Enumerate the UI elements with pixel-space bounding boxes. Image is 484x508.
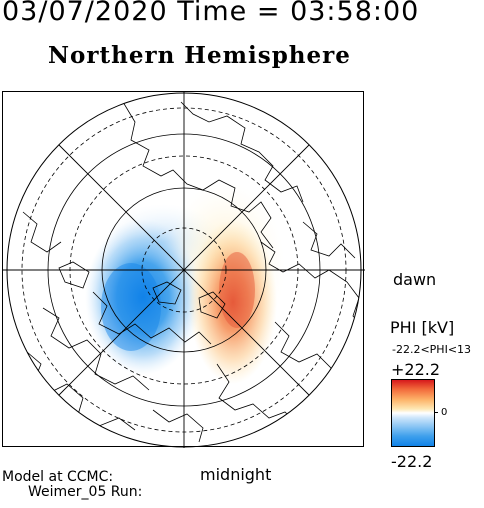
coast-north-sea: [22, 211, 62, 253]
colorbar-zero-label: 0: [441, 407, 448, 418]
polar-map-svg: [3, 92, 365, 448]
colorbar-range-label: -22.2<PHI<13: [392, 343, 472, 356]
coast-scandinavia: [58, 261, 90, 289]
coast-greenland-east: [180, 101, 304, 203]
coastlines: [22, 101, 361, 443]
coast-alaska: [216, 363, 300, 427]
colorbar: [391, 379, 435, 447]
colorbar-min-label: -22.2: [391, 452, 433, 471]
grid: [3, 92, 365, 448]
field-blob-blue-core: [101, 263, 161, 351]
coast-siberia: [92, 291, 212, 345]
coast-canada: [260, 241, 361, 329]
footer-model-line: Model at CCMC:: [2, 469, 114, 485]
midnight-label: midnight: [200, 465, 272, 484]
coast-islands-east: [198, 291, 226, 319]
coast-asia-east: [152, 409, 204, 443]
footer-run-line: Weimer_05 Run:: [28, 484, 143, 500]
dawn-label: dawn: [393, 270, 437, 289]
hemisphere-title: Northern Hemisphere: [48, 42, 351, 69]
coast-russia-west: [42, 307, 150, 391]
colorbar-max-label: +22.2: [391, 360, 441, 379]
colorbar-title: PHI [kV]: [390, 318, 455, 337]
coast-islands-north: [152, 281, 182, 305]
field-blob-red-core: [219, 252, 255, 328]
grid-line-diagonal-2: [58, 144, 310, 396]
potential-field: [85, 182, 285, 384]
time-title: 03/07/2020 Time = 03:58:00: [2, 0, 420, 27]
polar-plot: [2, 91, 365, 448]
coast-baffin: [302, 221, 356, 259]
colorbar-zero-tick: [434, 412, 438, 413]
